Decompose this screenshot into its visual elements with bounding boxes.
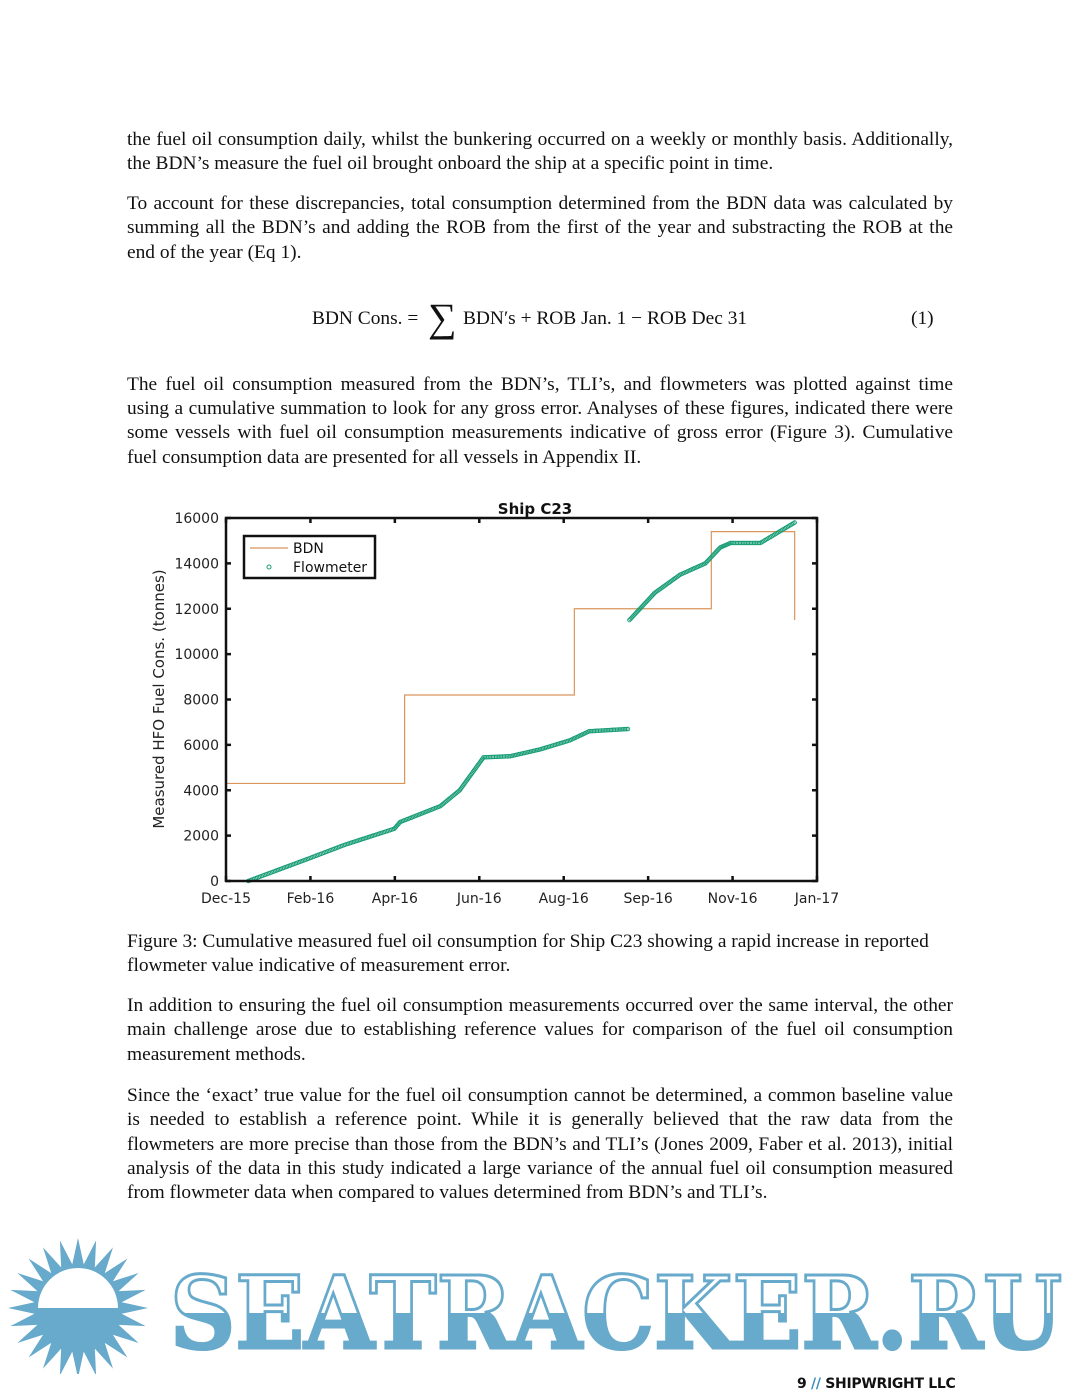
flowmeter-point	[588, 728, 594, 734]
flowmeter-point	[751, 540, 757, 546]
watermark-text: SEATRACKER.RU	[170, 1254, 1062, 1372]
chart-title: Ship C23	[498, 500, 572, 518]
flowmeter-point	[622, 726, 628, 732]
equation-1: BDN Cons. = ∑ BDN′s + ROB Jan. 1 − ROB D…	[127, 295, 953, 344]
flowmeter-point	[597, 728, 603, 733]
flowmeter-point	[616, 727, 621, 732]
flowmeter-point	[625, 726, 631, 732]
flowmeter-point	[608, 727, 614, 733]
flowmeter-point	[624, 726, 629, 732]
legend-flowmeter-swatch	[266, 564, 272, 570]
figure-caption: Figure 3: Cumulative measured fuel oil c…	[127, 931, 929, 977]
flowmeter-point	[602, 728, 607, 733]
flowmeter-point	[614, 727, 620, 732]
seatracker-watermark: SEATRACKER.RU	[8, 1238, 1064, 1374]
x-tick-label: Sep-16	[624, 891, 673, 907]
equation-rhs: BDN′s + ROB Jan. 1 − ROB Dec 31	[463, 307, 748, 329]
flowmeter-point	[745, 540, 751, 546]
flowmeter-point	[506, 754, 512, 759]
page-footer: 9 // SHIPWRIGHT LLC	[797, 1376, 956, 1393]
paragraph-discrepancies: To account for these discrepancies, tota…	[127, 192, 953, 263]
flowmeter-point	[613, 727, 618, 733]
flowmeter-point	[610, 727, 615, 733]
flowmeter-point	[611, 727, 617, 733]
y-tick-label: 8000	[183, 693, 219, 709]
flowmeter-point	[600, 728, 606, 733]
equation-lhs: BDN Cons. =	[312, 307, 419, 329]
flowmeter-point	[604, 728, 609, 733]
x-tick-label: Jun-16	[456, 891, 502, 907]
flowmeter-point	[750, 540, 755, 546]
y-tick-label: 4000	[183, 783, 219, 799]
flowmeter-point	[734, 540, 740, 546]
sum-symbol: ∑	[428, 294, 457, 340]
y-tick-label: 12000	[174, 602, 219, 618]
y-tick-label: 10000	[174, 647, 219, 663]
flowmeter-point	[747, 540, 752, 546]
page-number: 9	[797, 1376, 807, 1392]
flowmeter-point	[739, 540, 744, 546]
legend: BDN Flowmeter	[242, 534, 377, 580]
paragraph-intro: the fuel oil consumption daily, whilst t…	[127, 129, 953, 175]
y-tick-label: 14000	[174, 556, 219, 572]
flowmeter-point	[590, 728, 595, 734]
paragraph-interval: In addition to ensuring the fuel oil con…	[127, 995, 953, 1065]
flowmeter-point	[792, 520, 797, 525]
flowmeter-point	[737, 540, 743, 546]
legend-bdn-label: BDN	[293, 541, 324, 557]
y-tick-label: 16000	[174, 511, 219, 527]
footer-company: SHIPWRIGHT LLC	[825, 1376, 956, 1392]
x-tick-label: Dec-15	[201, 891, 251, 907]
flowmeter-point	[744, 540, 749, 546]
flowmeter-point	[594, 728, 600, 734]
sun-disc	[38, 1268, 118, 1348]
bdn-step-line	[226, 531, 796, 785]
flowmeter-point	[619, 727, 624, 732]
sun-logo-icon	[8, 1238, 148, 1374]
page-body: the fuel oil consumption daily, whilst t…	[127, 128, 953, 1205]
flowmeter-point	[596, 728, 601, 734]
flowmeter-point	[755, 540, 760, 546]
flowmeter-point	[591, 728, 597, 734]
figure-3-chart: Ship C23 Measured HFO Fuel Cons. (tonnes…	[150, 500, 839, 907]
x-tick-label: Nov-16	[708, 891, 758, 907]
flowmeter-point	[728, 540, 733, 546]
paragraph-cumulative: The fuel oil consumption measured from t…	[127, 373, 953, 468]
flowmeter-point	[736, 540, 741, 546]
flowmeter-point	[742, 540, 748, 546]
flowmeter-point	[740, 540, 746, 546]
flowmeter-point	[607, 727, 612, 733]
x-tick-label: Apr-16	[372, 891, 418, 907]
flowmeter-point	[756, 540, 762, 546]
flowmeter-point	[621, 727, 626, 732]
flowmeter-point	[748, 540, 754, 546]
legend-flowmeter-label: Flowmeter	[293, 560, 367, 576]
y-axis-label: Measured HFO Fuel Cons. (tonnes)	[150, 569, 168, 828]
flowmeter-point	[593, 728, 598, 734]
x-tick-label: Aug-16	[539, 891, 589, 907]
y-tick-label: 0	[210, 874, 219, 890]
flowmeter-point	[617, 727, 623, 732]
flowmeter-point	[729, 540, 735, 546]
x-tick-label: Jan-17	[794, 891, 839, 907]
paragraph-baseline: Since the ‘exact’ true value for the fue…	[127, 1084, 953, 1204]
flowmeter-point	[733, 540, 738, 546]
flowmeter-point	[753, 540, 758, 546]
flowmeter-point	[586, 729, 592, 734]
legend-box	[242, 534, 377, 580]
equation-number: (1)	[911, 307, 934, 329]
y-tick-label: 6000	[183, 738, 219, 754]
flowmeter-point	[599, 728, 604, 733]
footer-separator: //	[811, 1376, 821, 1392]
x-tick-label: Feb-16	[287, 891, 335, 907]
y-tick-label: 2000	[183, 829, 219, 845]
flowmeter-point	[605, 727, 611, 733]
flowmeter-point	[731, 540, 737, 546]
